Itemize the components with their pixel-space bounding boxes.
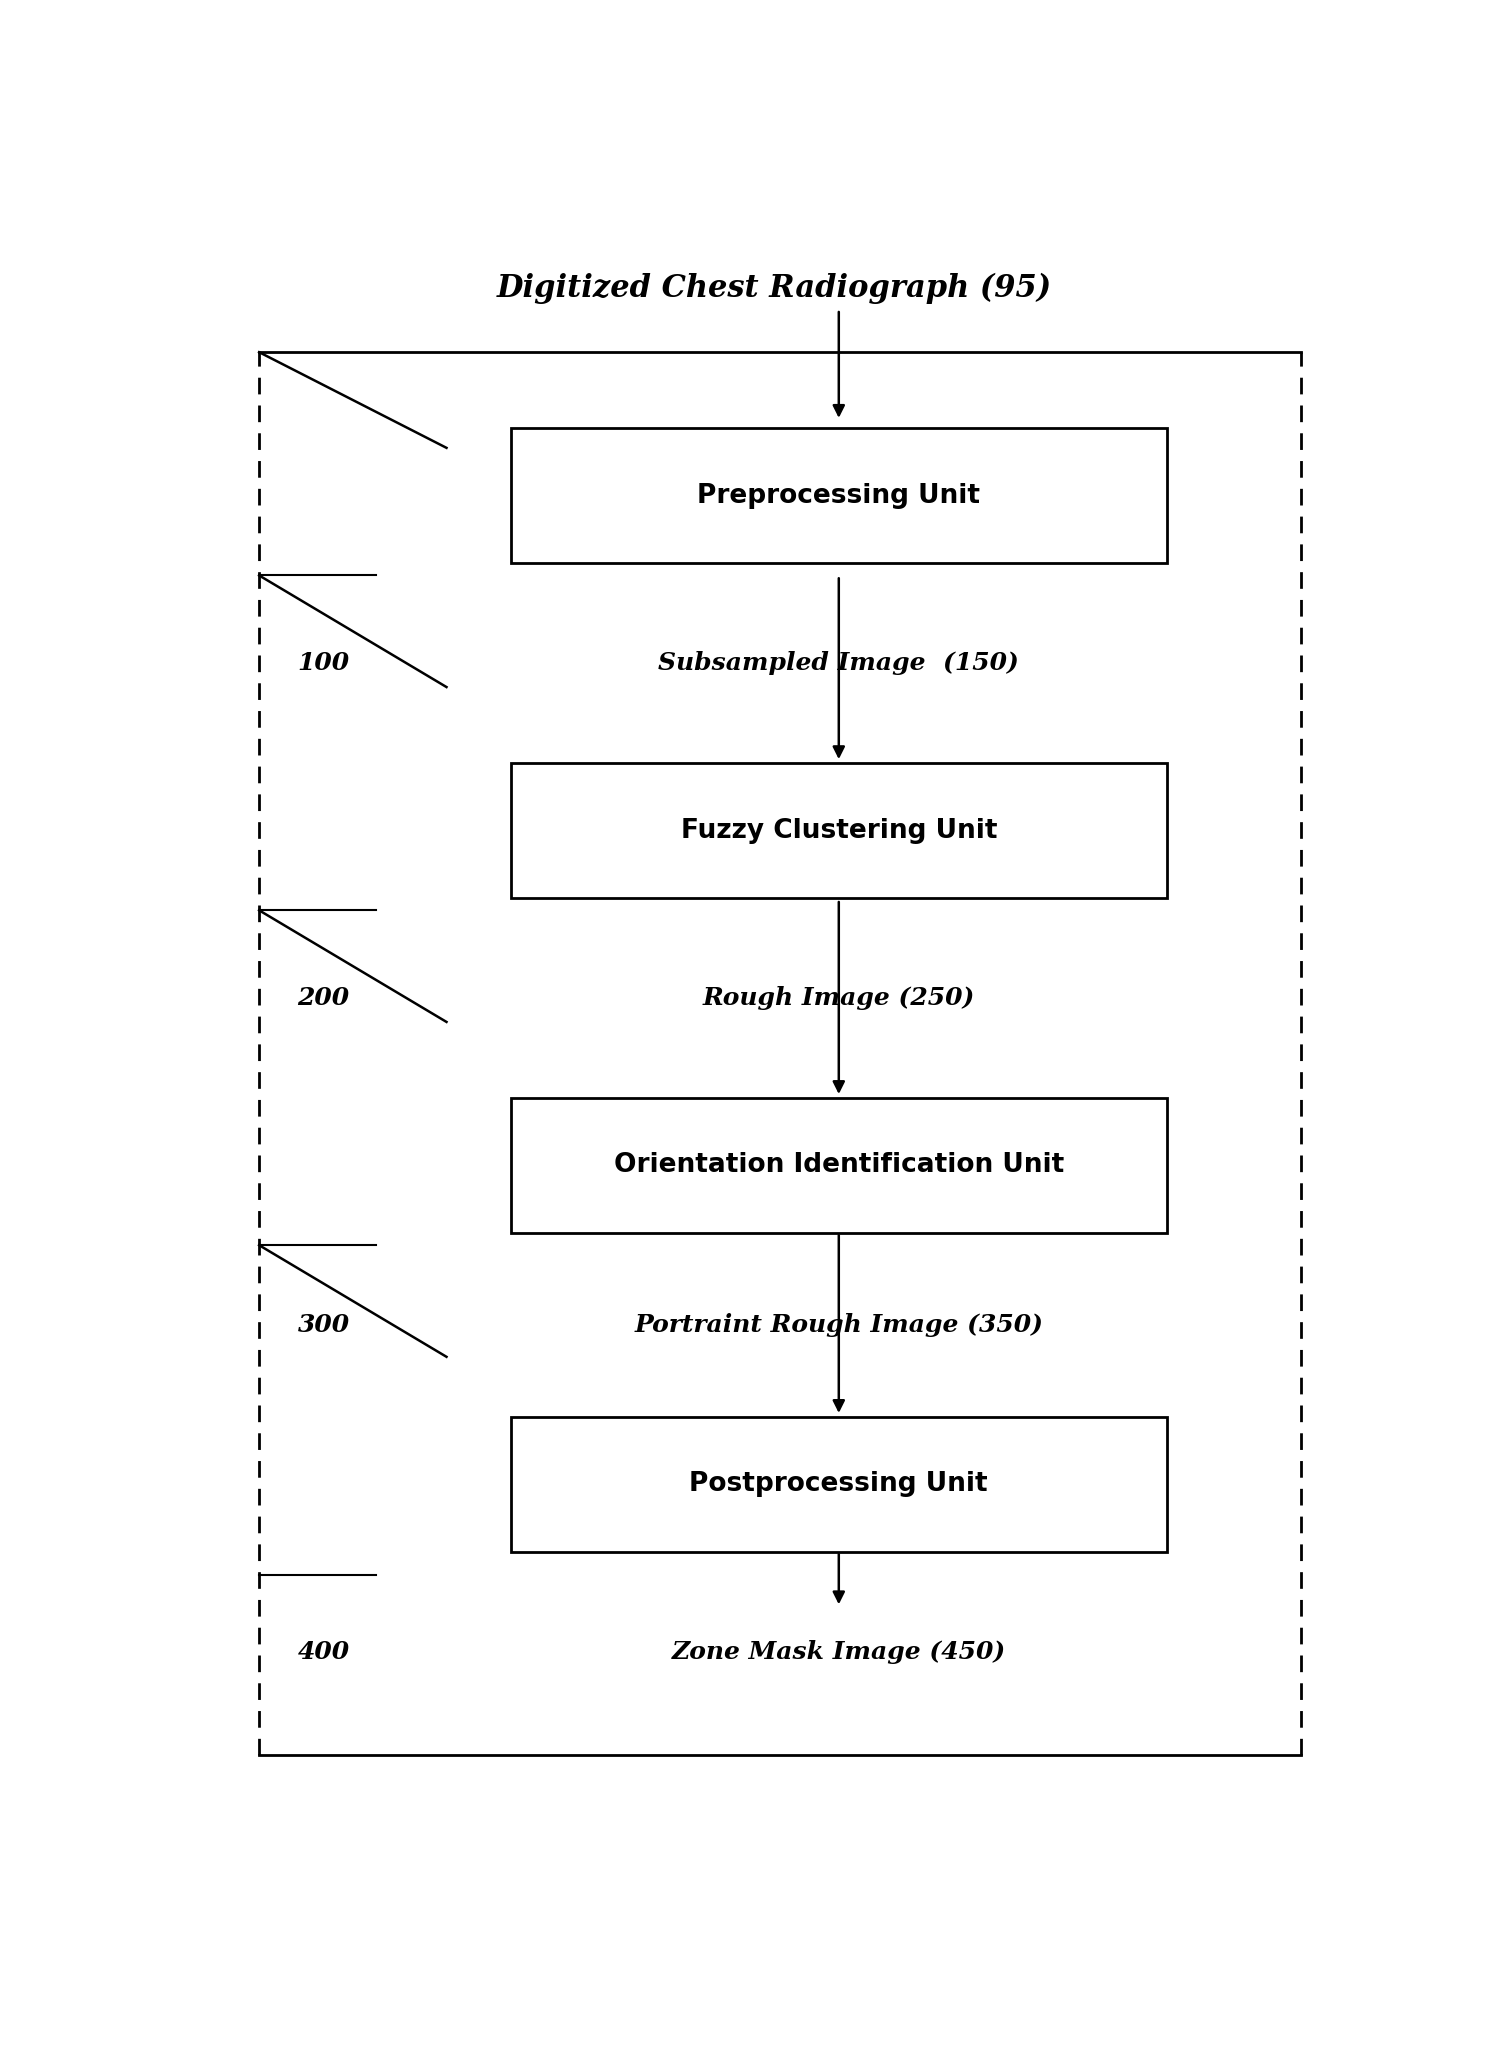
Text: Rough Image (250): Rough Image (250) [703,986,975,1011]
Bar [511,429,1166,563]
Text: Portraint Rough Image (350): Portraint Rough Image (350) [635,1313,1043,1338]
Text: 100: 100 [298,650,349,675]
Text: Digitized Chest Radiograph (95): Digitized Chest Radiograph (95) [497,273,1052,304]
Bar [511,1098,1166,1232]
Text: Preprocessing Unit: Preprocessing Unit [697,483,981,509]
Text: Postprocessing Unit: Postprocessing Unit [689,1470,988,1497]
Text: Zone Mask Image (450): Zone Mask Image (450) [672,1640,1006,1663]
Bar [511,762,1166,899]
Text: Subsampled Image  (150): Subsampled Image (150) [659,650,1020,675]
Bar [511,1417,1166,1551]
Text: Orientation Identification Unit: Orientation Identification Unit [613,1151,1064,1178]
Text: 200: 200 [298,986,349,1011]
Text: Fuzzy Clustering Unit: Fuzzy Clustering Unit [680,818,997,843]
Text: 300: 300 [298,1313,349,1338]
Text: 400: 400 [298,1640,349,1663]
